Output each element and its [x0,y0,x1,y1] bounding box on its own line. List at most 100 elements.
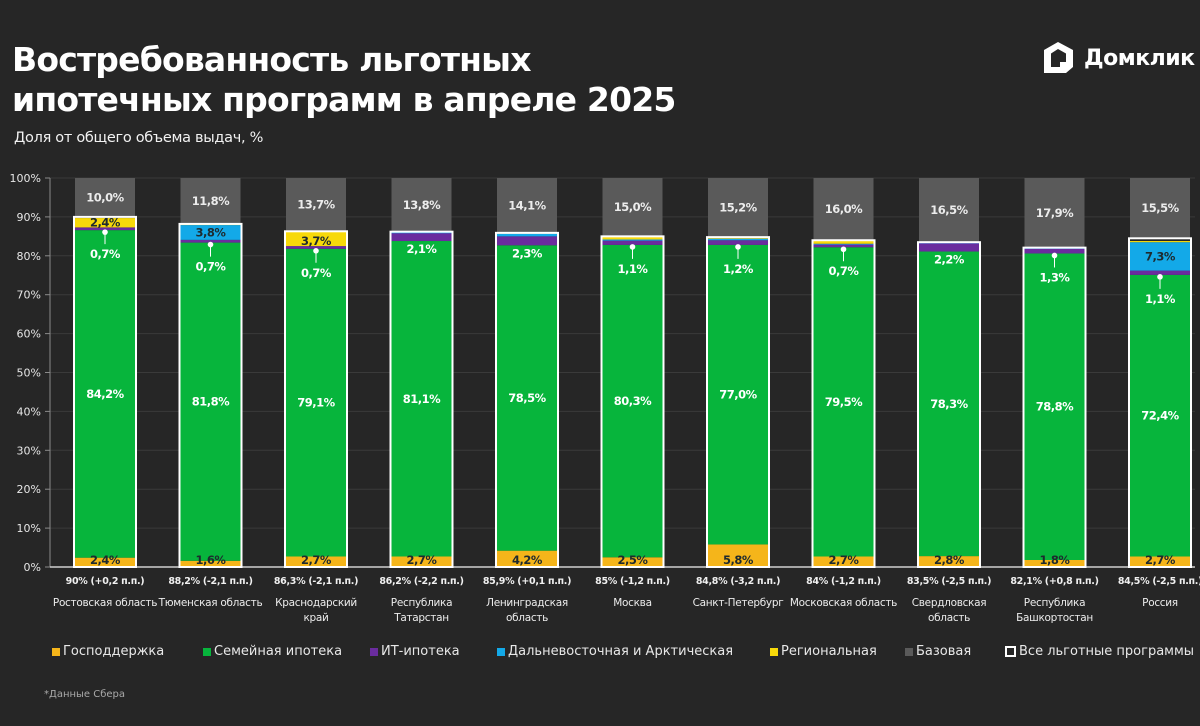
logo-text: Домклик [1084,45,1195,71]
data-label-semeynaya: 78,8% [1036,400,1074,414]
data-label-semeynaya: 81,1% [403,392,441,406]
data-label-semeynaya: 81,8% [192,395,230,409]
category-label: Республика [1024,597,1085,609]
stacked-bar-chart: 0% 10% 20% 30% 40% 50% 60% 70% 80% 90% 100% 10,0% 2… [10,172,1200,624]
legend-swatch [203,647,211,656]
bar-segment-it [1130,270,1190,275]
bar-group: 15,5% 2,7% 72,4% 7,3% 1,1% [1128,178,1192,568]
legend-item: Дальневосточная и Арктическая [497,644,733,659]
bar-outline-all-preferential [706,236,770,569]
data-label-bazovaya: 13,7% [297,198,335,212]
callout-dot [102,229,108,235]
bar-segment-semeynaya [286,248,346,557]
bar-group: 15,2% 5,8% 77,0% 1,2% [706,178,770,569]
bar-group: 11,8% 1,6% 81,8% 3,8% 0,7% [178,178,243,568]
y-tick-label: 100% [10,172,41,185]
data-label-it: 1,2% [723,262,754,276]
category-label: край [303,612,328,624]
data-label-bazovaya: 13,8% [403,198,441,212]
total-change-label: 83,5% (-2,5 п.п.) [907,576,991,587]
bar-group: 15,0% 2,5% 80,3% 1,1% [600,178,665,568]
data-label-it: 0,7% [829,264,860,278]
category-label: Санкт-Петербург [693,597,784,609]
legend-label: Базовая [916,644,972,659]
bar-segment-it [602,240,663,245]
bar-segment-semeynaya [391,241,452,557]
bar-segment-it [391,232,452,242]
total-change-label: 85% (-1,2 п.п.) [595,576,670,587]
bar-segment-gospodderzhka [286,556,346,567]
bar-segment-bazovaya [75,178,135,217]
data-label-regionalnaya: 3,7% [301,234,332,248]
y-tick-label: 10% [17,522,41,535]
callout-dot [840,246,847,253]
bar-segment-semeynaya [1130,274,1190,557]
data-label-gospodderzhka: 2,8% [934,553,965,567]
data-label-it: 2,1% [407,242,438,256]
data-label-it: 2,2% [934,253,965,267]
bar-segment-dalnevostochnaya [497,233,557,237]
bar-segment-dalnevostochnaya [180,225,241,240]
bar-segment-semeynaya [708,244,768,545]
data-label-regionalnaya: 2,4% [90,215,121,229]
legend-label: Господдержка [63,644,165,659]
domclick-logo: Домклик [1040,40,1195,76]
data-label-it: 1,1% [618,262,649,276]
bar-segment-bazovaya [497,178,557,233]
bar-segment-semeynaya [602,244,663,558]
legend-swatch [770,647,778,656]
bar-segment-dalnevostochnaya [1130,242,1190,271]
y-tick-label: 40% [17,405,41,418]
bar-outline-all-preferential [917,241,981,568]
bar-segment-regionalnaya [1130,241,1190,243]
total-change-label: 84% (-1,2 п.п.) [806,576,881,587]
bar-group: 10,0% 2,4% 84,2% 2,4% 0,7% [73,178,137,568]
y-tick-label: 90% [17,211,41,224]
chart-title-line-2: ипотечных программ в апреле 2025 [12,80,676,119]
bar-segment-gospodderzhka [813,556,874,567]
legend-label: ИТ-ипотека [381,644,460,659]
y-tick-label: 60% [17,328,41,341]
y-tick-label: 80% [17,250,41,263]
bar-segment-dalnevostochnaya [708,238,768,241]
bar-outline-all-preferential [73,215,137,568]
bar-segment-semeynaya [75,230,135,558]
y-tick-label: 20% [17,483,41,496]
callout-dot [313,247,319,254]
total-change-label: 82,1% (+0,8 п.п.) [1010,576,1098,587]
bar-segment-it [180,239,241,243]
data-label-gospodderzhka: 1,8% [1040,553,1071,567]
total-change-label: 85,9% (+0,1 п.п.) [483,576,571,587]
bar-segment-semeynaya [919,251,979,557]
data-label-gospodderzhka: 2,7% [1145,553,1176,567]
data-label-gospodderzhka: 2,7% [829,553,860,567]
category-label: Ленинградская [486,597,568,609]
bar-segment-it [75,227,135,231]
bar-group: 17,9% 1,8% 78,8% 1,3% [1022,178,1087,568]
bar-segment-it [497,236,557,246]
legend-item: Базовая [905,644,971,659]
bar-segment-semeynaya [813,247,874,557]
bars: 10,0% 2,4% 84,2% 2,4% 0,7% 11,8% 1,6% 81,8% 3,8%… [73,178,1192,569]
bar-group: 16,5% 2,8% 78,3% 2,2% [917,178,981,568]
data-label-bazovaya: 15,2% [719,201,757,215]
total-change-label: 90% (+0,2 п.п.) [66,576,145,587]
y-tick-label: 70% [17,289,41,302]
legend-label: Региональная [781,644,877,659]
bar-group: 13,8% 2,7% 81,1% 2,1% [389,178,454,568]
bar-segment-gospodderzhka [1024,559,1085,567]
data-label-bazovaya: 11,8% [192,194,230,208]
legend-label: Дальневосточная и Арктическая [508,644,734,659]
bar-segment-it [286,246,346,249]
chart-title-line-1: Востребованность льготных [12,40,532,79]
bar-segment-bazovaya [602,178,663,237]
data-label-semeynaya: 78,5% [508,391,546,405]
legend-swatch [370,647,378,656]
bar-segment-gospodderzhka [1130,556,1190,567]
bar-segment-gospodderzhka [75,557,135,567]
data-label-it: 0,7% [301,266,332,280]
bar-segment-bazovaya [286,178,346,232]
category-label: Москва [613,597,651,609]
bar-outline-all-preferential [1128,237,1192,568]
bar-segment-gospodderzhka [919,556,979,567]
